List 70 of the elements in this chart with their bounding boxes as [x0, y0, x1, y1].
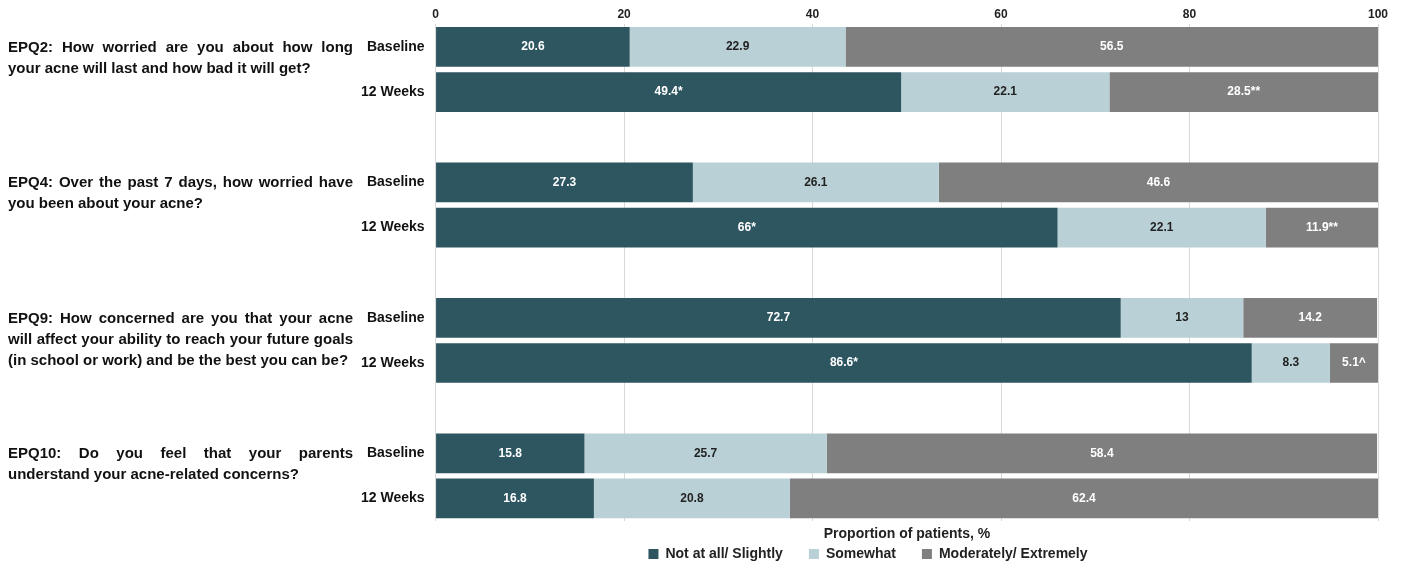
data-label: 86.6* [829, 355, 859, 370]
legend-label: Not at all/ Slightly [665, 544, 784, 561]
bar [1057, 207, 1266, 248]
bar [845, 27, 1378, 67]
y-tick-label: 12 Weeks [360, 218, 425, 235]
bar [692, 162, 939, 203]
data-label: 27.3 [552, 174, 577, 189]
bar [584, 433, 827, 474]
y-tick-label: Baseline [366, 308, 425, 325]
data-label: 22.9 [725, 39, 750, 54]
y-tick-label: 12 Weeks [360, 82, 425, 99]
bar [1265, 207, 1378, 248]
data-label: 46.6 [1146, 174, 1171, 189]
data-label: 20.8 [680, 490, 704, 505]
bar [1329, 343, 1378, 383]
y-tick-label: Baseline [366, 173, 425, 190]
bar [826, 433, 1378, 474]
legend-label: Moderately/ Extremely [938, 544, 1088, 561]
bar [901, 72, 1110, 112]
bar [789, 478, 1378, 519]
legend-label: Somewhat [825, 544, 897, 561]
data-label: 15.8 [498, 445, 523, 460]
x-tick-label: 40 [805, 6, 820, 21]
y-tick-label: Baseline [366, 444, 425, 461]
data-label: 25.7 [693, 445, 718, 460]
x-axis-title: Proportion of patients, % [823, 525, 991, 541]
data-label: 20.6 [521, 39, 545, 54]
bar [938, 162, 1378, 203]
y-tick-label: 12 Weeks [360, 489, 425, 506]
data-label: 5.1^ [1342, 355, 1366, 370]
bar [1243, 297, 1378, 338]
y-tick-label: Baseline [366, 37, 425, 54]
data-label: 56.5 [1100, 39, 1124, 54]
data-label: 8.3 [1282, 355, 1300, 370]
x-tick-label: 100 [1367, 6, 1389, 21]
text: EPQ10: Do you feel that your parents understand your acne-related concerns? [8, 443, 353, 485]
data-label: 22.1 [1150, 219, 1174, 234]
text: EPQ4: Over the past 7 days, how worried have you been about your acne? [8, 172, 353, 214]
data-label: 72.7 [766, 310, 791, 325]
x-tick-label: 20 [617, 6, 632, 21]
data-label: 26.1 [804, 174, 828, 189]
bar [436, 343, 1252, 383]
x-tick-label: 60 [994, 6, 1009, 21]
bar [436, 207, 1058, 248]
text: EPQ9: How concerned are you that your acne will affect your ability to reach your future goals (in school or work) and be the best you can be? [8, 307, 353, 370]
data-label: 22.1 [993, 84, 1018, 99]
x-tick-label: 80 [1182, 6, 1197, 21]
bar [436, 478, 594, 519]
x-tick-label: 0 [432, 6, 440, 21]
bar [436, 433, 585, 474]
data-label: 66* [737, 219, 757, 234]
y-tick-label: 12 Weeks [360, 353, 425, 370]
data-label: 16.8 [503, 490, 527, 505]
bar [436, 297, 1121, 338]
bar [436, 72, 902, 112]
data-label: 62.4 [1072, 490, 1096, 505]
data-label: 28.5** [1227, 84, 1261, 99]
bar [1251, 343, 1330, 383]
bar [1120, 297, 1244, 338]
bar [436, 27, 630, 67]
data-label: 49.4* [654, 84, 683, 99]
bar [436, 162, 693, 203]
bar [593, 478, 790, 519]
data-label: 13 [1175, 310, 1189, 325]
bar [1109, 72, 1378, 112]
text: EPQ2: How worried are you about how long your acne will last and how bad it will get? [8, 36, 353, 78]
data-label: 14.2 [1298, 310, 1323, 325]
data-label: 11.9** [1305, 219, 1339, 234]
data-label: 58.4 [1090, 445, 1114, 460]
bar [629, 27, 846, 67]
